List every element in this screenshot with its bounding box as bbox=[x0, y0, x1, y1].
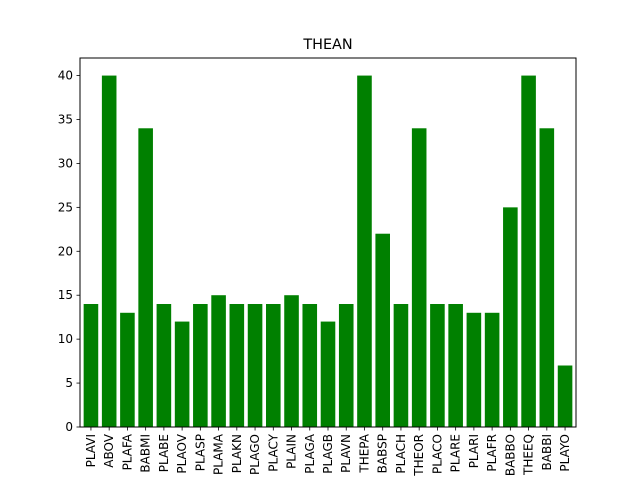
bar-abov bbox=[101, 75, 117, 428]
bar-thepa bbox=[357, 75, 372, 428]
bar-plari bbox=[466, 312, 482, 427]
bar-babmi bbox=[138, 128, 153, 428]
plot-frame bbox=[79, 57, 577, 428]
y-tick-label: 30 bbox=[58, 156, 73, 170]
y-tick-label: 25 bbox=[58, 200, 73, 214]
bar-theor bbox=[411, 128, 427, 428]
x-tick-label: PLAYO bbox=[558, 434, 572, 472]
bar-plabe bbox=[156, 304, 172, 427]
x-tick-label: PLACO bbox=[430, 434, 444, 474]
bars-group bbox=[83, 75, 573, 428]
x-tick-label: PLAKN bbox=[230, 434, 244, 473]
bar-plain bbox=[284, 295, 299, 427]
bar-plaov bbox=[174, 321, 190, 427]
y-tick-label: 10 bbox=[58, 332, 73, 346]
bar-plafr bbox=[484, 312, 500, 427]
x-tick-label: BABBI bbox=[540, 434, 554, 470]
x-tick-label: PLAMA bbox=[212, 433, 226, 475]
x-tick-label: PLAGB bbox=[321, 434, 335, 474]
bar-plafa bbox=[120, 312, 135, 427]
bar-placo bbox=[430, 304, 445, 427]
y-tick-label: 5 bbox=[65, 376, 73, 390]
bar-plagb bbox=[320, 321, 336, 427]
bar-plavi bbox=[83, 304, 99, 427]
x-tick-label: PLAFA bbox=[120, 433, 134, 470]
bar-playo bbox=[557, 365, 573, 427]
x-tick-label: PLASP bbox=[193, 434, 207, 471]
x-tick-label: THEEQ bbox=[522, 434, 536, 476]
bar-babsp bbox=[375, 233, 390, 427]
x-tick-label: PLAOV bbox=[175, 433, 189, 473]
chart-title: THEAN bbox=[302, 37, 352, 53]
y-tick-label: 15 bbox=[58, 288, 73, 302]
x-tick-label: PLARE bbox=[449, 434, 463, 472]
bar-theeq bbox=[521, 75, 536, 428]
bar-placy bbox=[266, 304, 281, 427]
bar-plach bbox=[393, 304, 409, 427]
x-tick-label: PLABE bbox=[157, 434, 171, 472]
bar-babbi bbox=[539, 128, 555, 428]
bar-plaga bbox=[302, 304, 318, 427]
bar-plakn bbox=[229, 304, 245, 427]
x-tick-label: PLAVN bbox=[339, 434, 353, 473]
y-tick-label: 20 bbox=[58, 244, 73, 258]
x-tick-label: PLAGO bbox=[248, 434, 262, 475]
bar-plare bbox=[448, 304, 463, 427]
x-tick-label: BABSP bbox=[376, 434, 390, 473]
x-tick-label: ABOV bbox=[102, 433, 116, 467]
x-tick-label: BABMI bbox=[139, 434, 153, 473]
bar-plasp bbox=[193, 304, 208, 427]
x-tick-label: PLAVI bbox=[84, 434, 98, 467]
bar-babbo bbox=[503, 207, 518, 427]
bar-plago bbox=[247, 304, 263, 427]
x-tick-label: PLAFR bbox=[485, 434, 499, 472]
bar-plavn bbox=[338, 304, 354, 427]
x-tick-label: THEOR bbox=[412, 434, 426, 477]
y-axis: 0 5 10 15 20 25 30 35 40 bbox=[58, 69, 80, 434]
x-axis: PLAVI ABOV PLAFA BABMI PLABE PLAOV PLASP PLAMA P… bbox=[84, 427, 572, 477]
x-tick-label: PLACH bbox=[394, 434, 408, 474]
x-tick-label: PLARI bbox=[467, 434, 481, 468]
bar-plama bbox=[211, 295, 226, 427]
y-tick-label: 35 bbox=[58, 113, 73, 127]
x-tick-label: PLAIN bbox=[285, 434, 299, 469]
x-tick-label: THEPA bbox=[357, 433, 371, 473]
x-tick-label: PLAGA bbox=[303, 433, 317, 473]
x-tick-label: BABBO bbox=[503, 434, 517, 476]
y-tick-label: 40 bbox=[58, 69, 73, 83]
y-tick-label: 0 bbox=[65, 420, 73, 434]
x-tick-label: PLACY bbox=[266, 433, 280, 471]
